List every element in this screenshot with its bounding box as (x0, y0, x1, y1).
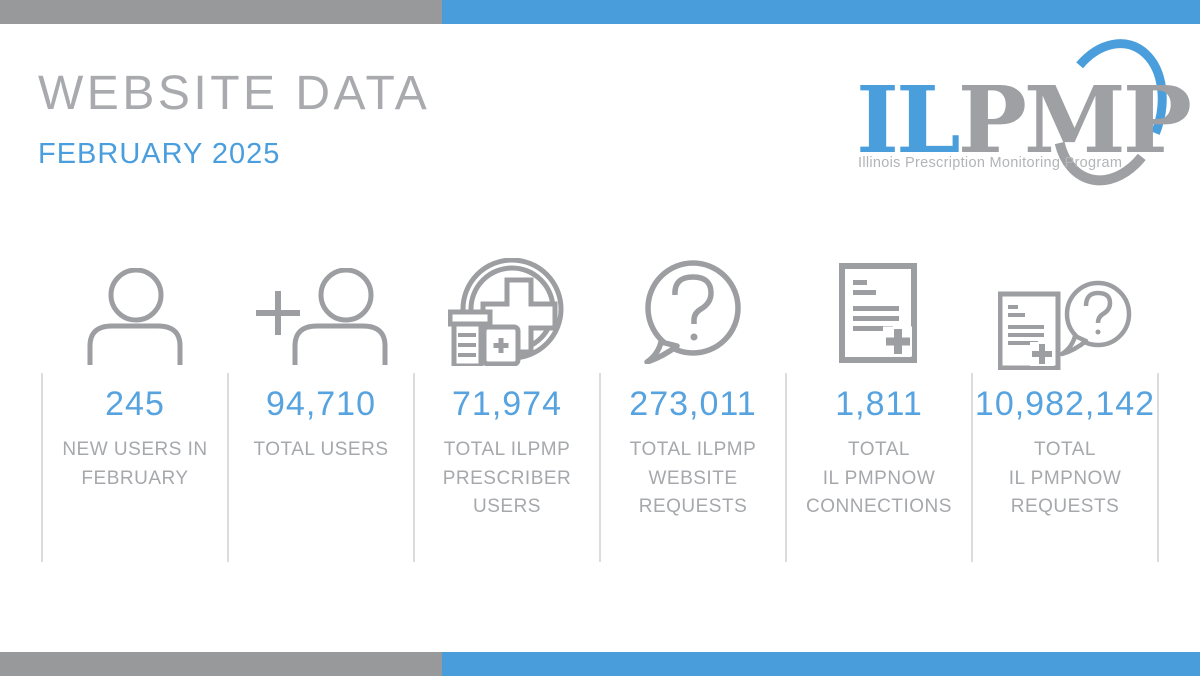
stat-icon-box (228, 258, 414, 370)
bottom-accent-bar (0, 652, 1200, 676)
stat-value: 245 (105, 385, 165, 423)
top-bar-gray-segment (0, 0, 442, 24)
prescriber-circle-icon (448, 258, 564, 366)
stat-label: TOTAL IL PMPNOW CONNECTIONS (806, 439, 952, 517)
ilpmp-logo: ILPMP Illinois Prescription Monitoring P… (850, 38, 1195, 188)
user-icon (87, 268, 183, 365)
stat-label: TOTAL USERS (253, 439, 389, 460)
stat-value: 10,982,142 (974, 385, 1156, 423)
logo-swoosh-blue-arc (1076, 39, 1167, 135)
stat-icon-box (972, 258, 1158, 370)
page-subtitle: FEBRUARY 2025 (38, 138, 281, 170)
user-plus-icon (256, 268, 388, 365)
logo-tagline: Illinois Prescription Monitoring Program (858, 155, 1123, 171)
stat-website-requests: 273,011 TOTAL ILPMP WEBSITE REQUESTS (600, 258, 786, 562)
bottom-bar-blue-segment (442, 652, 1200, 676)
logo-text-il: IL (856, 66, 959, 174)
stat-new-users: 245 NEW USERS IN FEBRUARY (42, 258, 228, 562)
stat-icon-box (414, 258, 600, 370)
question-bubble-icon (644, 260, 741, 364)
stat-icon-box (786, 258, 972, 370)
document-plus-icon (839, 263, 917, 363)
stat-icon-box (42, 258, 228, 370)
stat-label: TOTAL ILPMP PRESCRIBER USERS (442, 439, 572, 517)
stat-prescriber-users: 71,974 TOTAL ILPMP PRESCRIBER USERS (414, 258, 600, 562)
stats-row: 245 NEW USERS IN FEBRUARY 94,710 TOTAL U… (42, 258, 1158, 562)
stat-value: 273,011 (629, 385, 757, 423)
document-question-icon (998, 280, 1132, 370)
page-title: WEBSITE DATA (38, 67, 431, 120)
ilpmp-logo-graphic: ILPMP (856, 39, 1193, 186)
stat-pmpnow-connections: 1,811 TOTAL IL PMPNOW CONNECTIONS (786, 258, 972, 562)
logo-text-pmp: PMP (958, 66, 1190, 174)
stat-pmpnow-requests: 10,982,142 TOTAL IL PMPNOW REQUESTS (972, 258, 1158, 562)
stat-total-users: 94,710 TOTAL USERS (228, 258, 414, 562)
logo-swoosh-gray-arc (1054, 141, 1146, 186)
logo-wordmark: ILPMP (856, 66, 1190, 174)
stat-label: TOTAL IL PMPNOW REQUESTS (1008, 439, 1122, 517)
stat-label: TOTAL ILPMP WEBSITE REQUESTS (629, 439, 757, 517)
stat-value: 71,974 (452, 385, 562, 423)
top-accent-bar (0, 0, 1200, 24)
stat-value: 1,811 (835, 385, 923, 423)
stat-label: NEW USERS IN FEBRUARY (62, 439, 208, 489)
stat-icon-box (600, 258, 786, 370)
top-bar-blue-segment (442, 0, 1200, 24)
bottom-bar-gray-segment (0, 652, 442, 676)
stat-value: 94,710 (266, 385, 376, 423)
